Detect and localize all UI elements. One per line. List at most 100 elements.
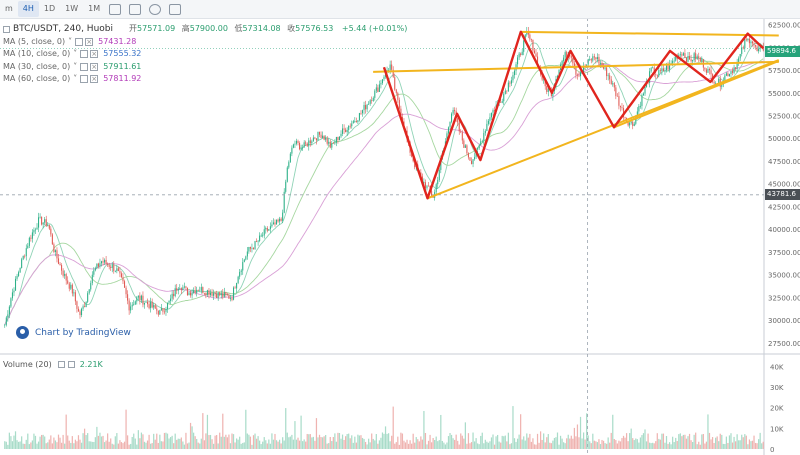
candle-body	[249, 247, 251, 249]
volume-bar	[142, 434, 144, 449]
y-tick-label: 35000.00	[768, 272, 800, 280]
volume-bar	[334, 433, 336, 449]
volume-bar	[639, 437, 642, 449]
volume-bar	[25, 439, 27, 449]
volume-bar	[176, 439, 178, 449]
volume-bar	[19, 441, 21, 449]
chevron-down-icon[interactable]: ˅	[73, 49, 78, 58]
volume-bar	[544, 442, 546, 449]
indicators-icon[interactable]	[129, 3, 142, 15]
interval-1m-button[interactable]: 1M	[88, 4, 101, 13]
volume-bar	[414, 442, 416, 449]
candle-body	[612, 83, 614, 85]
volume-bar	[613, 439, 615, 449]
legend-ma10[interactable]: MA (10, close, 0) ˅ × 57555.32	[3, 48, 407, 61]
candle-body	[140, 295, 142, 301]
ma5-label: MA (5, close, 0)	[3, 36, 66, 46]
collapse-legend-icon[interactable]	[3, 25, 10, 33]
volume-bar	[427, 440, 430, 449]
interval-4h-button[interactable]: 4H	[17, 1, 39, 17]
interval-1w-button[interactable]: 1W	[65, 4, 79, 13]
candle-body	[197, 289, 199, 291]
hide-icon[interactable]	[80, 50, 89, 59]
hide-icon[interactable]	[80, 62, 89, 71]
volume-bar	[401, 433, 404, 449]
tradingview-watermark[interactable]: Chart by TradingView	[16, 326, 131, 339]
candle-body	[478, 145, 480, 149]
volume-bar	[596, 442, 599, 449]
volume-bar	[526, 433, 528, 449]
candle-body	[615, 87, 617, 96]
candle-body	[599, 62, 602, 64]
legend-ma30[interactable]: MA (30, close, 0) ˅ × 57911.61	[3, 61, 407, 74]
volume-bar	[533, 444, 536, 449]
candle-body	[277, 219, 279, 222]
close-icon[interactable]: ×	[90, 75, 99, 84]
volume-bar	[466, 443, 468, 449]
volume-bar	[120, 442, 123, 449]
volume-bar	[563, 442, 565, 449]
volume-bar	[682, 434, 685, 449]
volume-bar	[665, 436, 668, 449]
candle-body	[494, 110, 496, 111]
candle-style-icon[interactable]	[109, 3, 122, 15]
candle-body	[314, 137, 316, 139]
volume-bar	[498, 441, 500, 449]
candle-body	[193, 290, 195, 293]
volume-bar	[566, 438, 568, 449]
hide-icon[interactable]	[57, 361, 65, 368]
candle-body	[159, 310, 161, 315]
legend-ma60[interactable]: MA (60, close, 0) ˅ × 57811.92	[3, 73, 407, 86]
candle-body	[477, 148, 479, 150]
volume-bar	[197, 442, 199, 449]
volume-bar	[179, 438, 181, 449]
volume-bar	[599, 444, 602, 449]
volume-bar	[407, 443, 410, 449]
legend-ma5[interactable]: MA (5, close, 0) ˅ × 57431.28	[3, 36, 407, 49]
volume-bar	[157, 442, 159, 449]
volume-bar	[211, 439, 213, 449]
volume-bar	[642, 433, 645, 449]
volume-bar	[329, 436, 331, 449]
candle-body	[302, 147, 304, 149]
chevron-down-icon[interactable]: ˅	[68, 36, 73, 46]
interval-1d-button[interactable]: 1D	[43, 4, 56, 13]
candle-body	[593, 56, 595, 58]
volume-bar	[220, 436, 222, 449]
candle-body	[11, 292, 13, 299]
open-label: 开	[129, 24, 138, 33]
candle-body	[176, 288, 178, 291]
close-icon[interactable]: ×	[90, 62, 99, 71]
candle-body	[300, 147, 302, 150]
settings-icon[interactable]	[149, 3, 162, 15]
hide-icon[interactable]	[80, 75, 89, 84]
candle-body	[675, 56, 677, 61]
volume-bar	[70, 442, 72, 449]
volume-bar	[219, 432, 221, 449]
candle-body	[672, 60, 674, 64]
close-icon[interactable]: ×	[85, 37, 94, 46]
close-icon[interactable]: ×	[90, 50, 99, 59]
interval-m-button[interactable]: m	[5, 4, 13, 13]
candle-body	[688, 56, 691, 60]
candle-body	[713, 81, 715, 84]
candle-body	[701, 59, 703, 62]
chevron-down-icon[interactable]: ˅	[73, 61, 78, 71]
candle-body	[598, 57, 600, 64]
close-icon[interactable]	[67, 361, 75, 368]
candle-body	[99, 263, 101, 267]
candle-body	[294, 143, 296, 145]
candle-body	[618, 96, 620, 106]
volume-bar	[33, 433, 35, 449]
candle-body	[544, 78, 546, 87]
candle-body	[483, 133, 485, 141]
candle-body	[533, 50, 536, 54]
volume-bar	[736, 434, 738, 449]
chevron-down-icon[interactable]: ˅	[73, 74, 78, 83]
hide-icon[interactable]	[75, 37, 84, 46]
fullscreen-icon[interactable]	[169, 3, 182, 15]
candle-body	[652, 67, 654, 69]
volume-bar	[42, 434, 44, 449]
volume-bar	[364, 441, 367, 449]
